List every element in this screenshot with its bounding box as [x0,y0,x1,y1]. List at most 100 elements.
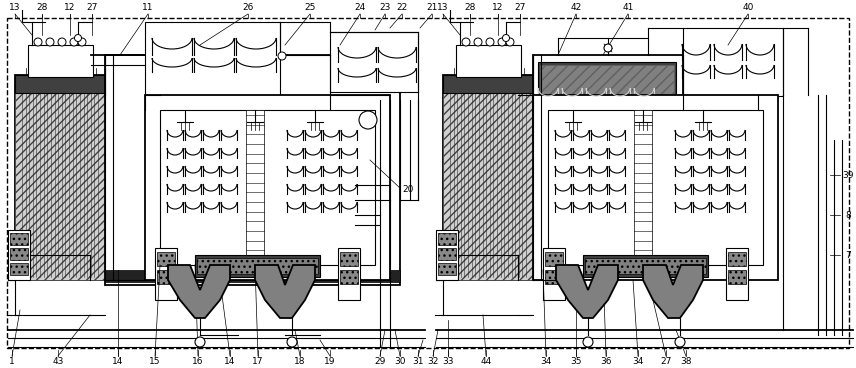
Bar [443,75,533,93]
Bar [533,55,683,140]
Text: 42: 42 [570,4,581,13]
Circle shape [462,38,470,46]
Circle shape [70,38,78,46]
Text: 29: 29 [374,357,386,367]
Bar [543,248,565,300]
Text: 27: 27 [660,357,672,367]
Text: 27: 27 [514,4,526,13]
Polygon shape [168,265,230,318]
Text: 19: 19 [324,357,336,367]
Bar [728,252,746,266]
Text: 23: 23 [379,4,390,13]
Bar [340,252,358,266]
Text: 8: 8 [845,210,851,219]
Text: 44: 44 [480,357,491,367]
Bar [438,263,456,275]
Bar [105,55,400,285]
Circle shape [498,38,506,46]
Text: 34: 34 [540,357,551,367]
Circle shape [78,38,86,46]
Text: 34: 34 [633,357,644,367]
Text: 25: 25 [305,4,316,13]
Bar [15,75,105,280]
Bar [10,263,28,275]
Bar [456,45,521,77]
Bar [8,230,30,280]
Bar [157,270,175,284]
Text: 13: 13 [437,4,449,13]
Text: 31: 31 [413,357,424,367]
Text: 43: 43 [52,357,63,367]
Bar [15,75,105,280]
Text: 38: 38 [681,357,692,367]
Bar [330,32,418,92]
Circle shape [195,337,205,347]
Text: 12: 12 [492,4,503,13]
Bar [197,258,318,274]
Polygon shape [556,265,618,318]
Bar [443,75,533,280]
Text: 12: 12 [64,4,75,13]
Circle shape [74,35,81,42]
Text: 26: 26 [242,4,253,13]
Bar [145,95,390,280]
Bar [195,255,320,277]
Bar [15,75,105,93]
Bar [548,110,763,265]
Circle shape [34,38,42,46]
Text: 27: 27 [86,4,98,13]
Circle shape [675,337,685,347]
Bar [443,75,533,280]
Bar [105,270,400,282]
Text: 21: 21 [426,4,437,13]
Bar [155,248,177,300]
Text: 41: 41 [622,4,633,13]
Text: 11: 11 [142,4,154,13]
Text: 18: 18 [294,357,306,367]
Circle shape [359,111,377,129]
Bar [634,110,652,265]
Text: 28: 28 [464,4,476,13]
Bar [246,110,264,265]
Polygon shape [255,265,315,318]
Text: 28: 28 [36,4,48,13]
Bar [545,252,563,266]
Text: 30: 30 [395,357,406,367]
Text: 32: 32 [427,357,438,367]
Circle shape [278,52,286,60]
Bar [436,230,458,280]
Bar [10,248,28,260]
Bar [438,248,456,260]
Bar [726,248,748,300]
Text: 14: 14 [224,357,235,367]
Text: 17: 17 [253,357,264,367]
Text: 33: 33 [443,357,454,367]
Bar [585,258,706,274]
Circle shape [486,38,494,46]
Text: 16: 16 [193,357,204,367]
Text: 36: 36 [600,357,612,367]
Bar [340,270,358,284]
Text: 24: 24 [354,4,366,13]
Bar [338,248,360,300]
Text: 1: 1 [9,357,15,367]
Bar [540,65,674,127]
Bar [28,45,93,77]
Circle shape [474,38,482,46]
Bar [683,28,783,96]
Text: 7: 7 [845,251,851,259]
Bar [583,255,708,277]
Bar [157,252,175,266]
Bar [728,270,746,284]
Bar [438,233,456,245]
Circle shape [46,38,54,46]
Circle shape [604,44,612,52]
Bar [10,233,28,245]
Bar [538,62,676,132]
Text: 40: 40 [742,4,753,13]
Bar [160,110,375,265]
Bar [545,270,563,284]
Circle shape [287,337,297,347]
Polygon shape [643,265,703,318]
Text: 39: 39 [842,170,853,180]
